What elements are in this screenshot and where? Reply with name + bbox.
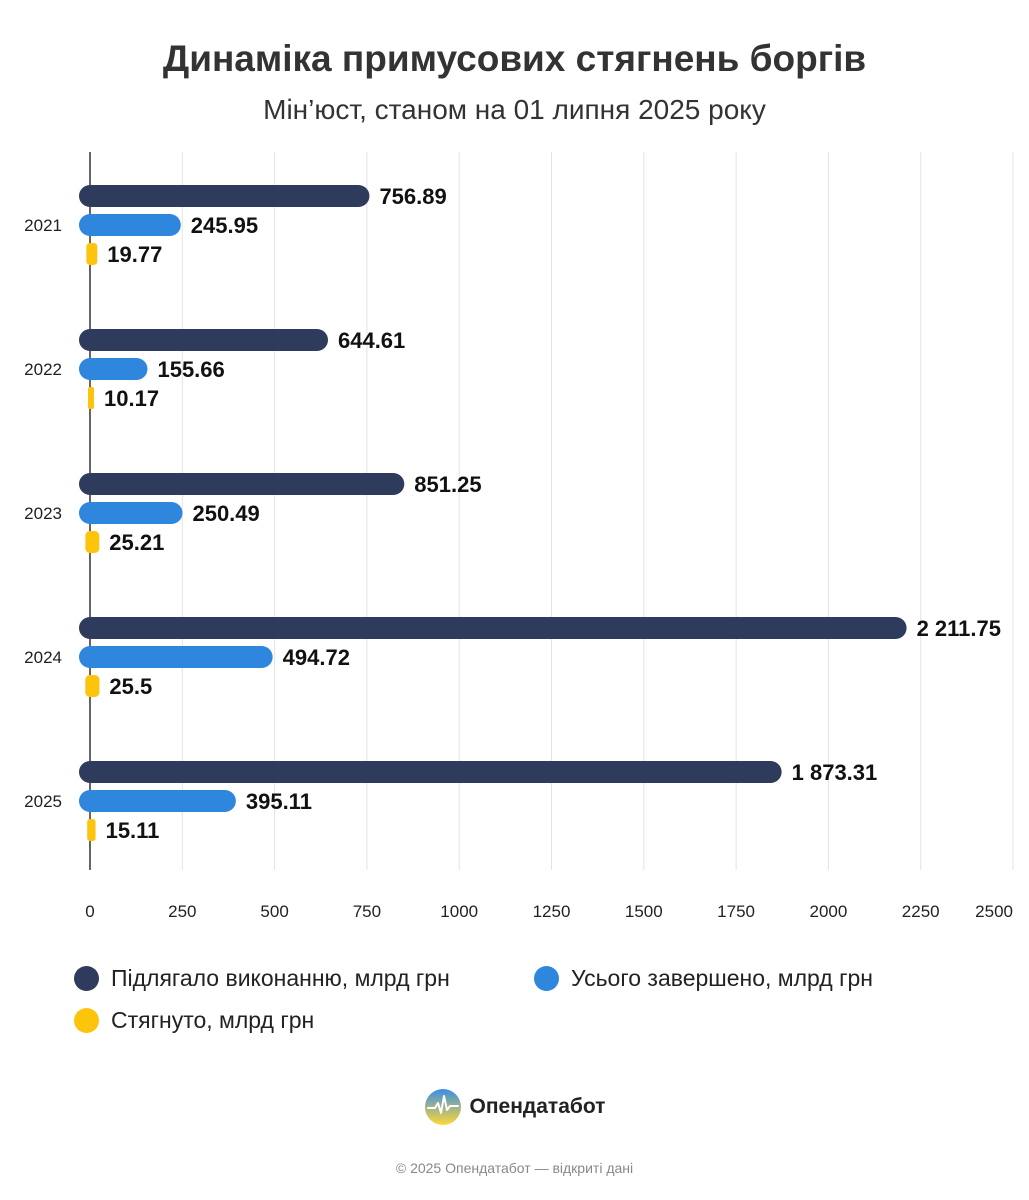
x-tick-label: 1000 [440, 902, 478, 921]
bar-planned-2023 [79, 473, 405, 495]
value-label-completed-2022: 155.66 [157, 357, 224, 382]
x-axis-tick-labels: 0 250 500 750 1000 1250 1500 1750 2000 2250 2500 [85, 902, 1013, 921]
value-label-collected-2024: 25.5 [109, 674, 152, 699]
bar-collected-2023 [85, 531, 100, 553]
value-label-completed-2025: 395.11 [246, 789, 312, 814]
legend-collected-label: Стягнуто, млрд грн [111, 1007, 315, 1033]
legend-planned-dot-icon [74, 966, 99, 991]
bar-completed-2022 [79, 358, 148, 380]
footer-copyright: © 2025 Опендатабот — відкриті дані [395, 1160, 634, 1176]
value-label-planned-2023: 851.25 [414, 472, 481, 497]
bar-chart: 756.89 245.95 19.77 644.61 155.66 10.17 851.25… [24, 152, 1014, 921]
opendatabot-logo-icon [424, 1089, 461, 1125]
value-label-planned-2024: 2 211.75 [917, 616, 1001, 641]
bars [79, 185, 907, 841]
bar-planned-2022 [79, 329, 328, 351]
legend-completed-dot-icon [534, 966, 559, 991]
bar-collected-2021 [86, 243, 98, 265]
x-tick-label: 0 [85, 902, 94, 921]
bar-completed-2025 [79, 790, 236, 812]
x-tick-label: 2000 [809, 902, 847, 921]
grid-lines [181, 152, 1014, 870]
bar-collected-2025 [87, 819, 96, 841]
value-label-collected-2023: 25.21 [109, 530, 164, 555]
brand-name: Опендатабот [469, 1095, 606, 1118]
value-label-completed-2023: 250.49 [192, 501, 259, 526]
x-tick-label: 1500 [625, 902, 663, 921]
value-label-collected-2022: 10.17 [104, 386, 159, 411]
x-tick-label: 1250 [533, 902, 571, 921]
y-axis-category-labels: 2021 2022 2023 2024 2025 [24, 216, 62, 811]
x-tick-label: 250 [168, 902, 196, 921]
bar-completed-2023 [79, 502, 183, 524]
legend-item-collected: Стягнуто, млрд грн [74, 1007, 314, 1034]
category-label-2023: 2023 [24, 504, 62, 523]
bar-collected-2024 [85, 675, 100, 697]
value-label-planned-2025: 1 873.31 [792, 760, 878, 785]
x-tick-label: 2500 [975, 902, 1013, 921]
bar-value-labels: 756.89 245.95 19.77 644.61 155.66 10.17 851.25… [104, 184, 1001, 843]
category-label-2024: 2024 [24, 648, 62, 667]
bar-completed-2021 [79, 214, 181, 236]
x-tick-label: 1750 [717, 902, 755, 921]
value-label-collected-2025: 15.11 [106, 818, 160, 843]
legend-planned-label: Підлягало виконанню, млрд грн [111, 965, 450, 991]
value-label-planned-2022: 644.61 [338, 328, 405, 353]
bar-completed-2024 [79, 646, 273, 668]
brand: Опендатабот [0, 1088, 1029, 1126]
category-label-2022: 2022 [24, 360, 62, 379]
value-label-planned-2021: 756.89 [379, 184, 446, 209]
value-label-completed-2021: 245.95 [191, 213, 258, 238]
bar-planned-2021 [79, 185, 370, 207]
category-label-2021: 2021 [24, 216, 62, 235]
category-label-2025: 2025 [24, 792, 62, 811]
legend-collected-dot-icon [74, 1008, 99, 1033]
x-tick-label: 2250 [902, 902, 940, 921]
value-label-collected-2021: 19.77 [107, 242, 162, 267]
chart-title: Динаміка примусових стягнень боргів [162, 38, 867, 79]
bar-planned-2024 [79, 617, 907, 639]
legend-completed-label: Усього завершено, млрд грн [571, 965, 873, 991]
legend-item-planned: Підлягало виконанню, млрд грн [74, 965, 450, 992]
legend-item-completed: Усього завершено, млрд грн [534, 965, 873, 992]
x-tick-label: 500 [260, 902, 288, 921]
chart-subtitle: Мін’юст, станом на 01 липня 2025 року [263, 94, 766, 125]
x-tick-label: 750 [353, 902, 381, 921]
value-label-completed-2024: 494.72 [283, 645, 350, 670]
bar-planned-2025 [79, 761, 782, 783]
bar-collected-2022 [88, 387, 94, 409]
